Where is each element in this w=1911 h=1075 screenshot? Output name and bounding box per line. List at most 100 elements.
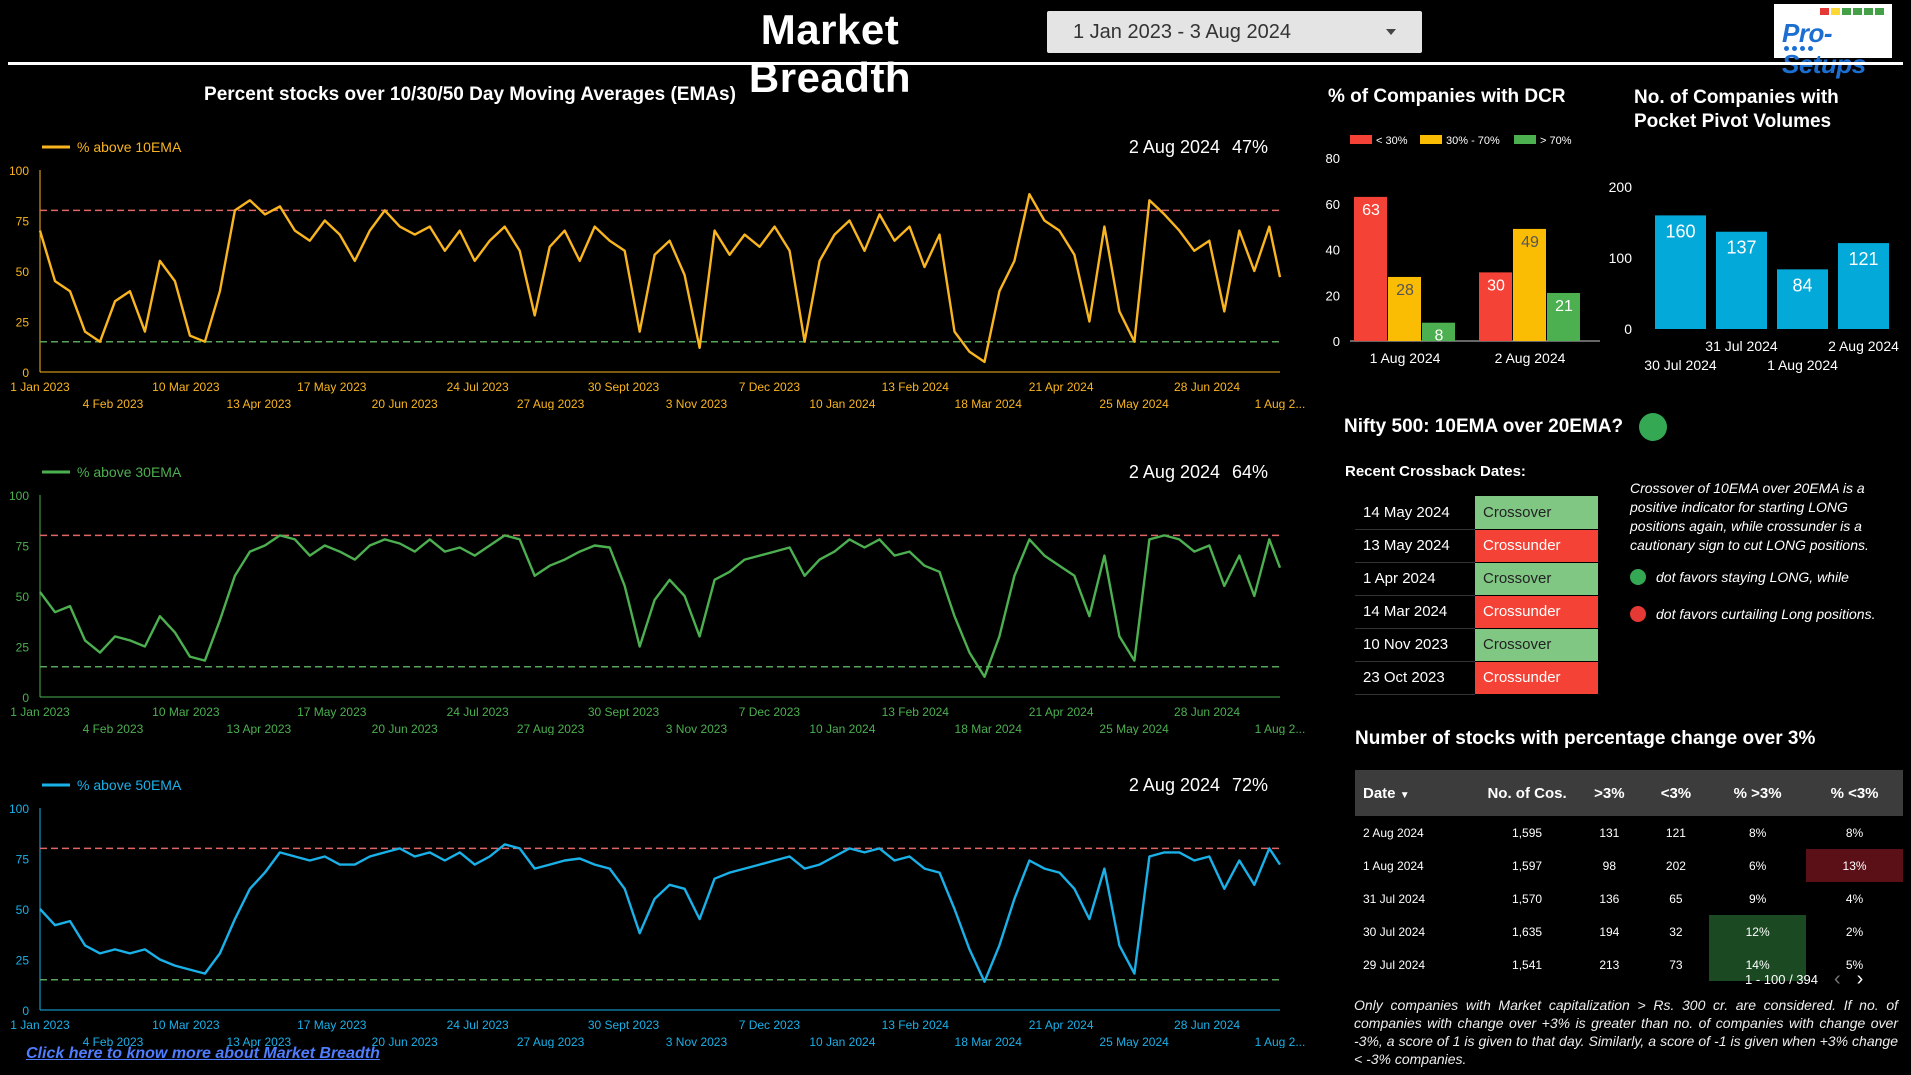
date-range-picker[interactable]: 1 Jan 2023 - 3 Aug 2024 <box>1047 11 1422 53</box>
prev-page-icon[interactable]: ‹ <box>1834 968 1841 990</box>
market-breadth-link[interactable]: Click here to know more about Market Bre… <box>26 1045 380 1062</box>
logo-dots <box>1784 46 1813 51</box>
crossback-row: 10 Nov 2023 Crossover <box>1355 628 1598 662</box>
bar-value-label: 137 <box>1726 238 1756 258</box>
x-tick-label: 25 May 2024 <box>1099 722 1169 735</box>
dcr-chart: < 30% 30% - 70% > 70% 0 20 40 60 80 63 28 8 1 Aug 2… <box>1326 135 1600 366</box>
recent-crossback-title: Recent Crossback Dates: <box>1345 463 1526 480</box>
x-tick-label: 1 Jan 2023 <box>10 705 70 719</box>
bar-value-label: 63 <box>1362 202 1380 219</box>
x-tick-label: 18 Mar 2024 <box>955 397 1023 410</box>
legend-short: dot favors curtailing Long positions. <box>1630 606 1875 622</box>
red-dot-icon <box>1630 606 1646 622</box>
x-tick-label: 20 Jun 2023 <box>372 397 438 410</box>
y-tick-label: 75 <box>16 540 30 554</box>
y-tick-label: 100 <box>9 164 29 178</box>
bar-value-label: 160 <box>1665 221 1695 241</box>
cell-down: 73 <box>1669 957 1683 972</box>
ema10-chart: % above 10EMA 2 Aug 2024 47% 0 25 50 75 100 1 Ja… <box>9 137 1306 410</box>
logo-bar <box>1853 8 1862 15</box>
y-tick-label: 25 <box>16 954 30 968</box>
x-tick-label: 31 Jul 2024 <box>1705 338 1778 354</box>
col-down-header[interactable]: <3% <box>1642 770 1710 816</box>
table-row: 2 Aug 2024 1,595 131 121 8% 8% <box>1355 816 1903 849</box>
col-up-header[interactable]: >3% <box>1576 770 1643 816</box>
cell-cos: 1,595 <box>1512 825 1543 840</box>
col-cos-header[interactable]: No. of Cos. <box>1478 770 1577 816</box>
crossback-date: 14 May 2024 <box>1355 496 1475 530</box>
x-tick-label: 18 Mar 2024 <box>955 1035 1023 1048</box>
cell-pct-up: 8% <box>1748 825 1767 840</box>
cell-up: 194 <box>1599 924 1620 939</box>
x-tick-label: 13 Apr 2023 <box>226 397 291 410</box>
next-page-icon[interactable]: › <box>1856 968 1864 990</box>
latest-date: 2 Aug 2024 <box>1129 137 1220 157</box>
cell-pct-up: 12% <box>1709 915 1807 948</box>
bar-value-label: 8 <box>1435 328 1444 345</box>
cell-pct-up: 9% <box>1748 891 1767 906</box>
crossover-note: Crossover of 10EMA over 20EMA is a posit… <box>1630 480 1869 553</box>
x-tick-label: 1 Aug 2... <box>1255 397 1306 410</box>
dcr-bar <box>1388 276 1421 341</box>
x-tick-label: 1 Jan 2023 <box>10 1018 70 1032</box>
logo-bar <box>1864 8 1873 15</box>
cell-down: 121 <box>1665 825 1686 840</box>
latest-value: 47% <box>1232 137 1268 157</box>
y-tick-label: 100 <box>9 489 29 503</box>
x-tick-label: 1 Aug 2... <box>1255 722 1306 735</box>
dcr-bar <box>1479 272 1512 341</box>
caret-down-icon[interactable] <box>1386 29 1396 35</box>
x-tick-label: 1 Aug 2... <box>1255 1035 1306 1048</box>
crossback-date: 1 Apr 2024 <box>1355 562 1475 596</box>
stocks-footnote: Only companies with Market capitalizatio… <box>1354 997 1898 1067</box>
sort-down-icon[interactable]: ▼ <box>1399 789 1410 801</box>
col-pct-up-header[interactable]: % >3% <box>1709 770 1807 816</box>
y-tick-label: 40 <box>1326 243 1340 258</box>
col-date-header[interactable]: Date ▼ <box>1355 770 1479 816</box>
x-tick-label: 13 Feb 2024 <box>882 705 950 719</box>
logo-bar <box>1831 8 1840 15</box>
legend-label: % above 10EMA <box>77 139 182 155</box>
crossback-row: 13 May 2024 Crossunder <box>1355 529 1598 563</box>
bar-value-label: 121 <box>1848 249 1878 269</box>
dcr-bar <box>1354 196 1387 341</box>
x-tick-label: 10 Mar 2023 <box>152 705 220 719</box>
x-tick-label: 10 Jan 2024 <box>809 397 875 410</box>
logo: Pro-Setups <box>1774 4 1892 79</box>
cell-cos: 1,570 <box>1512 891 1543 906</box>
crossback-type: Crossover <box>1475 496 1598 530</box>
cell-pct-down: 4% <box>1845 891 1864 906</box>
legend-long-text: dot favors staying LONG, while <box>1656 569 1849 585</box>
x-tick-label: 4 Feb 2023 <box>83 1035 144 1048</box>
crossback-type: Crossover <box>1475 628 1598 662</box>
cell-up: 213 <box>1599 957 1620 972</box>
pocket-pivot-bar <box>1838 243 1889 329</box>
x-tick-label: 21 Apr 2024 <box>1029 705 1094 719</box>
dcr-bar <box>1422 322 1455 341</box>
latest-date: 2 Aug 2024 <box>1129 775 1220 795</box>
series-line <box>39 843 1282 983</box>
legend-label: % above 30EMA <box>77 464 182 480</box>
date-range-value: 1 Jan 2023 - 3 Aug 2024 <box>1073 20 1291 43</box>
cell-date: 2 Aug 2024 <box>1363 825 1424 840</box>
cell-cos: 1,635 <box>1512 924 1543 939</box>
x-tick-label: 13 Apr 2023 <box>226 1035 291 1048</box>
cell-pct-up: 6% <box>1748 858 1767 873</box>
cell-date: 1 Aug 2024 <box>1363 858 1424 873</box>
cell-down: 202 <box>1665 858 1686 873</box>
cell-pct-down: 13% <box>1806 849 1903 882</box>
dcr-bar <box>1513 228 1546 341</box>
x-tick-label: 24 Jul 2023 <box>447 705 509 719</box>
x-tick-label: 1 Jan 2023 <box>10 380 70 394</box>
x-tick-label: 2 Aug 2024 <box>1495 350 1566 366</box>
x-tick-label: 2 Aug 2024 <box>1828 338 1899 354</box>
table-row: 30 Jul 2024 1,635 194 32 12% 2% <box>1355 915 1903 948</box>
col-pct-down-header[interactable]: % <3% <box>1806 770 1903 816</box>
green-dot-icon <box>1630 569 1646 585</box>
y-tick-label: 0 <box>1624 321 1632 337</box>
dcr-title: % of Companies with DCR <box>1328 86 1566 107</box>
header-divider <box>8 62 1903 65</box>
x-tick-label: 24 Jul 2023 <box>447 1018 509 1032</box>
crossback-row: 1 Apr 2024 Crossover <box>1355 562 1598 596</box>
pocket-pivot-title: No. of Companies with Pocket Pivot Volum… <box>1634 87 1839 132</box>
